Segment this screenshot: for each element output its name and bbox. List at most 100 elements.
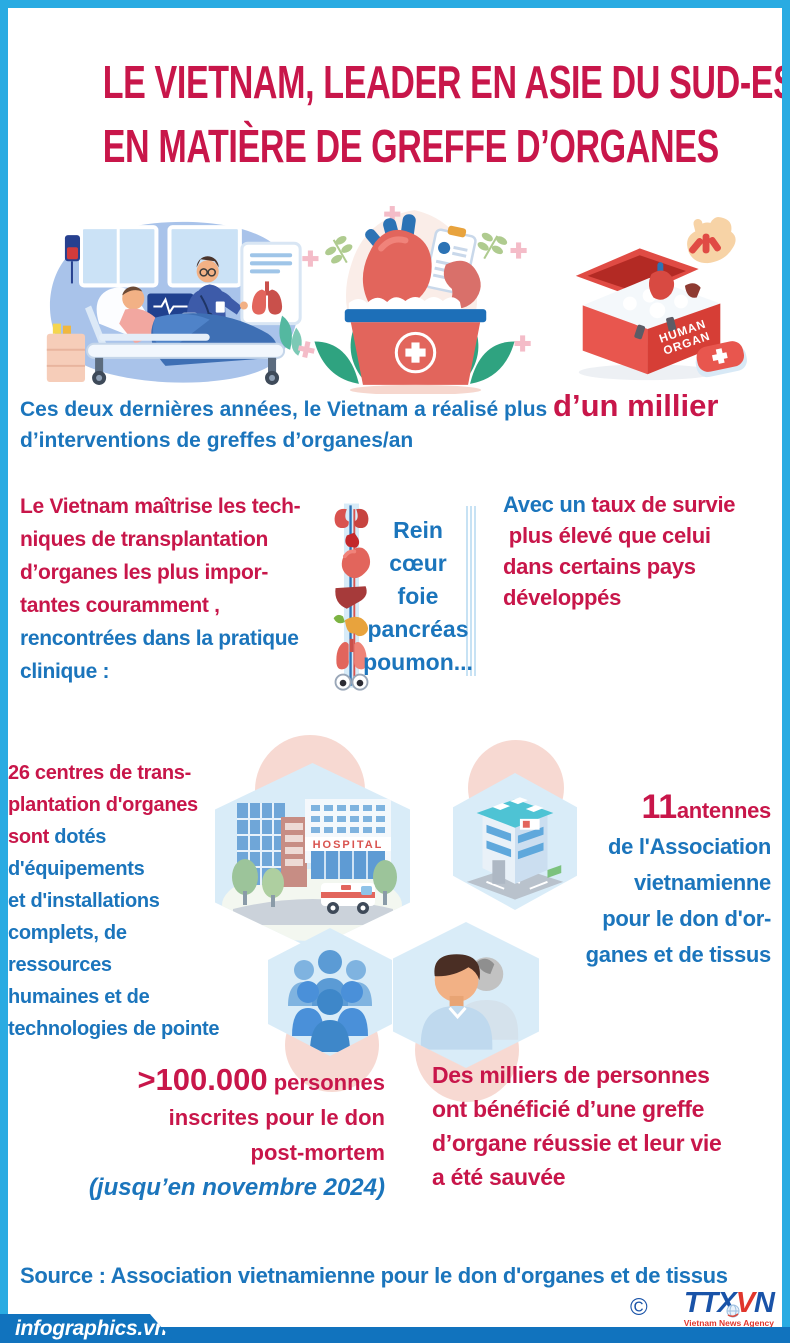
text-line: complets, de [8, 922, 127, 944]
mixed-red: sont [8, 826, 55, 848]
organ-cooler-art: HUMAN ORGAN [575, 217, 747, 381]
logo-part: N [754, 1287, 775, 1319]
lung-icon [354, 642, 367, 670]
text-line: rencontrées dans la pratique [20, 627, 299, 650]
text-line: tantes couramment , [20, 594, 220, 617]
text-line: a été sauvée [432, 1164, 566, 1190]
pink-plus-accents [297, 206, 531, 358]
ttxvn-logo: TTXVN Vietnam News Agency [662, 1287, 775, 1328]
kidney-icon [334, 508, 349, 529]
liver-icon [335, 586, 367, 609]
site-name: infographics.vn [15, 1317, 167, 1340]
text-line: pour le don d'or- [602, 906, 771, 931]
text-line: ressources [8, 954, 112, 976]
text-line: ont bénéficié d’une greffe [432, 1096, 705, 1122]
survival-lead: Avec un [503, 492, 592, 517]
organ-word: Rein [393, 517, 443, 543]
text-line: vietnamienne [633, 870, 771, 895]
donors-number: >100.000 [137, 1062, 268, 1097]
text-line: niques de transplantation [20, 528, 269, 551]
kidney-icon [354, 508, 369, 529]
hospital-hex-art: HOSPITAL [222, 799, 402, 941]
text-line: Avec un taux de survie [503, 489, 775, 520]
donors-unit: personnes [267, 1070, 385, 1095]
text-line: post-mortem [250, 1140, 385, 1165]
beneficiaries-text: Des milliers de personnes ont bénéficié … [432, 1058, 767, 1194]
text-line: 26 centres de trans- [8, 762, 191, 784]
survival-line1: taux de survie [591, 492, 736, 517]
text-line: plus élevé que celui [503, 523, 711, 548]
hospital-sign-text: HOSPITAL [313, 839, 384, 851]
pancreas-icon [344, 616, 369, 637]
organ-transport-cooler-illustration: HUMAN ORGAN [538, 215, 766, 387]
branches-headline: 11antennes [535, 789, 771, 829]
copyright-symbol: © [630, 1294, 648, 1321]
intro-lead: Ces deux dernières années, le Vietnam a … [20, 398, 554, 421]
donors-text: >100.000 personnes inscrites pour le don… [75, 1062, 385, 1205]
intro-statement: Ces deux dernières années, le Vietnam a … [20, 389, 770, 455]
text-line: d'équipements [8, 858, 145, 880]
ttxvn-logo-text: TTXVN [662, 1287, 775, 1319]
centers-text: 26 centres de trans- plantation d'organe… [8, 757, 228, 1045]
survival-text: Avec un taux de survie plus élevé que ce… [503, 489, 775, 613]
text-line: d’organe réussie et leur vie [432, 1130, 722, 1156]
agency-name: Vietnam News Agency [683, 1318, 774, 1328]
text-line: ganes et de tissus [585, 942, 772, 967]
source-line: Source : Association vietnamienne pour l… [20, 1263, 728, 1288]
organ-word: foie [397, 583, 439, 609]
text-line: plantation d'organes [8, 794, 198, 816]
donors-headline: >100.000 personnes [75, 1062, 385, 1100]
organ-basket-art [297, 206, 531, 394]
intro-line-2: d’interventions de greffes d’organes/an [20, 429, 414, 452]
branches-text: 11antennes de l'Association vietnamienne… [535, 789, 772, 973]
donor-avatars-art [420, 954, 519, 1050]
text-line: Le Vietnam maîtrise les tech- [20, 495, 301, 518]
vertical-divider [466, 506, 476, 676]
hospital-scene-art [46, 221, 302, 385]
text-line: dans certains pays [503, 554, 696, 579]
text-line: inscrites pour le don [168, 1105, 385, 1130]
intro-highlight: d’un millier [553, 388, 719, 423]
footer-site-tab: infographics.vn [0, 1314, 175, 1343]
organ-word: cœur [389, 550, 447, 576]
kidney-organ [443, 260, 481, 309]
organ-donation-basket-illustration [296, 202, 534, 394]
text-line: d’organes les plus impor- [20, 561, 269, 584]
hospital-building-illustration: HOSPITAL [215, 763, 410, 949]
text-line: clinique : [20, 660, 110, 683]
branches-number: 11 [641, 788, 677, 826]
organ-word: poumon... [363, 649, 473, 675]
logo-part: V [735, 1287, 755, 1319]
expertise-text: Le Vietnam maîtrise les tech- niques de … [20, 490, 340, 688]
globe-icon [726, 1304, 740, 1318]
clinic-hex-art [466, 797, 564, 900]
medical-pouch [695, 341, 747, 378]
organ-list: Rein cœur foie pancréas poumon... [356, 514, 480, 679]
donors-note: (jusqu’en novembre 2024) [88, 1174, 385, 1201]
text-line: Des milliers de personnes [432, 1062, 710, 1088]
heart-icon [341, 547, 371, 579]
branches-unit: antennes [676, 798, 771, 823]
title-line-1: LE VIETNAM, LEADER EN ASIE DU SUD-EST [102, 56, 790, 108]
title-line-2: EN MATIÈRE DE GREFFE D’ORGANES [102, 120, 720, 172]
people-group-art [288, 950, 372, 1052]
text-line: sont dotés [8, 821, 228, 853]
intro-line-1: Ces deux dernières années, le Vietnam a … [20, 389, 770, 427]
organ-chain-art [333, 503, 371, 691]
small-heart-icon [345, 532, 360, 548]
organ-chain-illustration [328, 498, 375, 698]
donated-organ [688, 233, 721, 254]
lung-icon [336, 642, 349, 670]
text-line: de l'Association [607, 834, 771, 859]
hospital-scene-illustration [28, 205, 316, 391]
hexagon-cluster: HOSPITAL [200, 735, 600, 1105]
light-sprigs [325, 232, 508, 264]
text-line: humaines et de [8, 986, 150, 1008]
mixed-blue: dotés [54, 826, 107, 848]
page-title: LE VIETNAM, LEADER EN ASIE DU SUD-EST EN… [0, 50, 790, 178]
organ-word: pancréas [367, 616, 469, 642]
ambulance-icon [321, 883, 375, 914]
text-line: développés [503, 585, 622, 610]
text-line: et d'installations [8, 890, 160, 912]
